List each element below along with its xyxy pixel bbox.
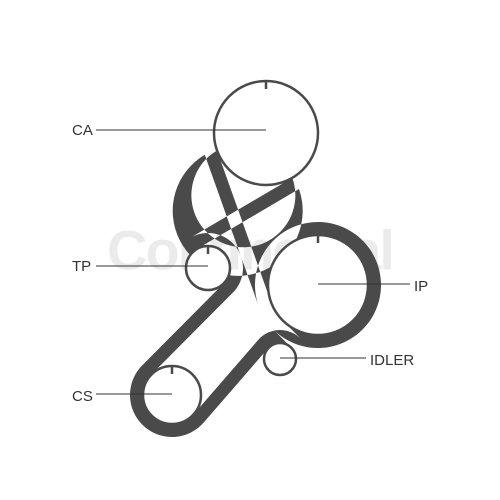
pulley-ip <box>268 235 368 335</box>
label-cs: CS <box>72 388 93 405</box>
pulley-idler <box>264 343 296 375</box>
diagram-svg <box>0 0 500 500</box>
label-ca: CA <box>72 122 93 139</box>
label-idler: IDLER <box>370 352 414 369</box>
belt-diagram: Continental CATPIPIDLERCS <box>0 0 500 500</box>
pulley-ca <box>214 81 318 185</box>
label-tp: TP <box>72 258 91 275</box>
pulley-cs <box>143 366 201 424</box>
label-ip: IP <box>414 278 428 295</box>
